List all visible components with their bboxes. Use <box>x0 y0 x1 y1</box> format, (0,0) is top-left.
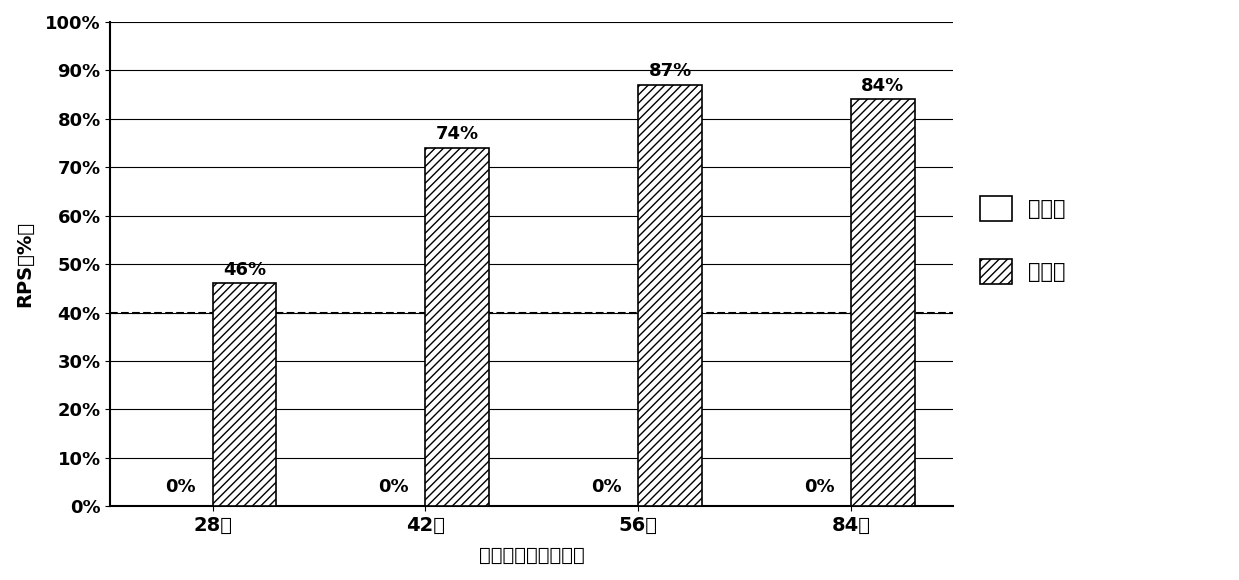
Legend: 对照组, 实验组: 对照组, 实验组 <box>973 187 1074 292</box>
Bar <box>213 284 276 506</box>
Bar <box>851 99 914 506</box>
Text: 87%: 87% <box>648 62 691 80</box>
Bar <box>425 148 489 506</box>
Text: 46%: 46% <box>223 260 266 278</box>
Text: 84%: 84% <box>861 77 904 95</box>
Bar <box>638 85 703 506</box>
Text: 0%: 0% <box>378 478 409 496</box>
Text: 0%: 0% <box>591 478 622 496</box>
Y-axis label: RPS（%）: RPS（%） <box>15 221 33 307</box>
Text: 74%: 74% <box>436 125 479 143</box>
Text: 0%: 0% <box>804 478 834 496</box>
X-axis label: 免疫保护时间（天）: 免疫保护时间（天） <box>479 546 585 565</box>
Text: 0%: 0% <box>165 478 196 496</box>
